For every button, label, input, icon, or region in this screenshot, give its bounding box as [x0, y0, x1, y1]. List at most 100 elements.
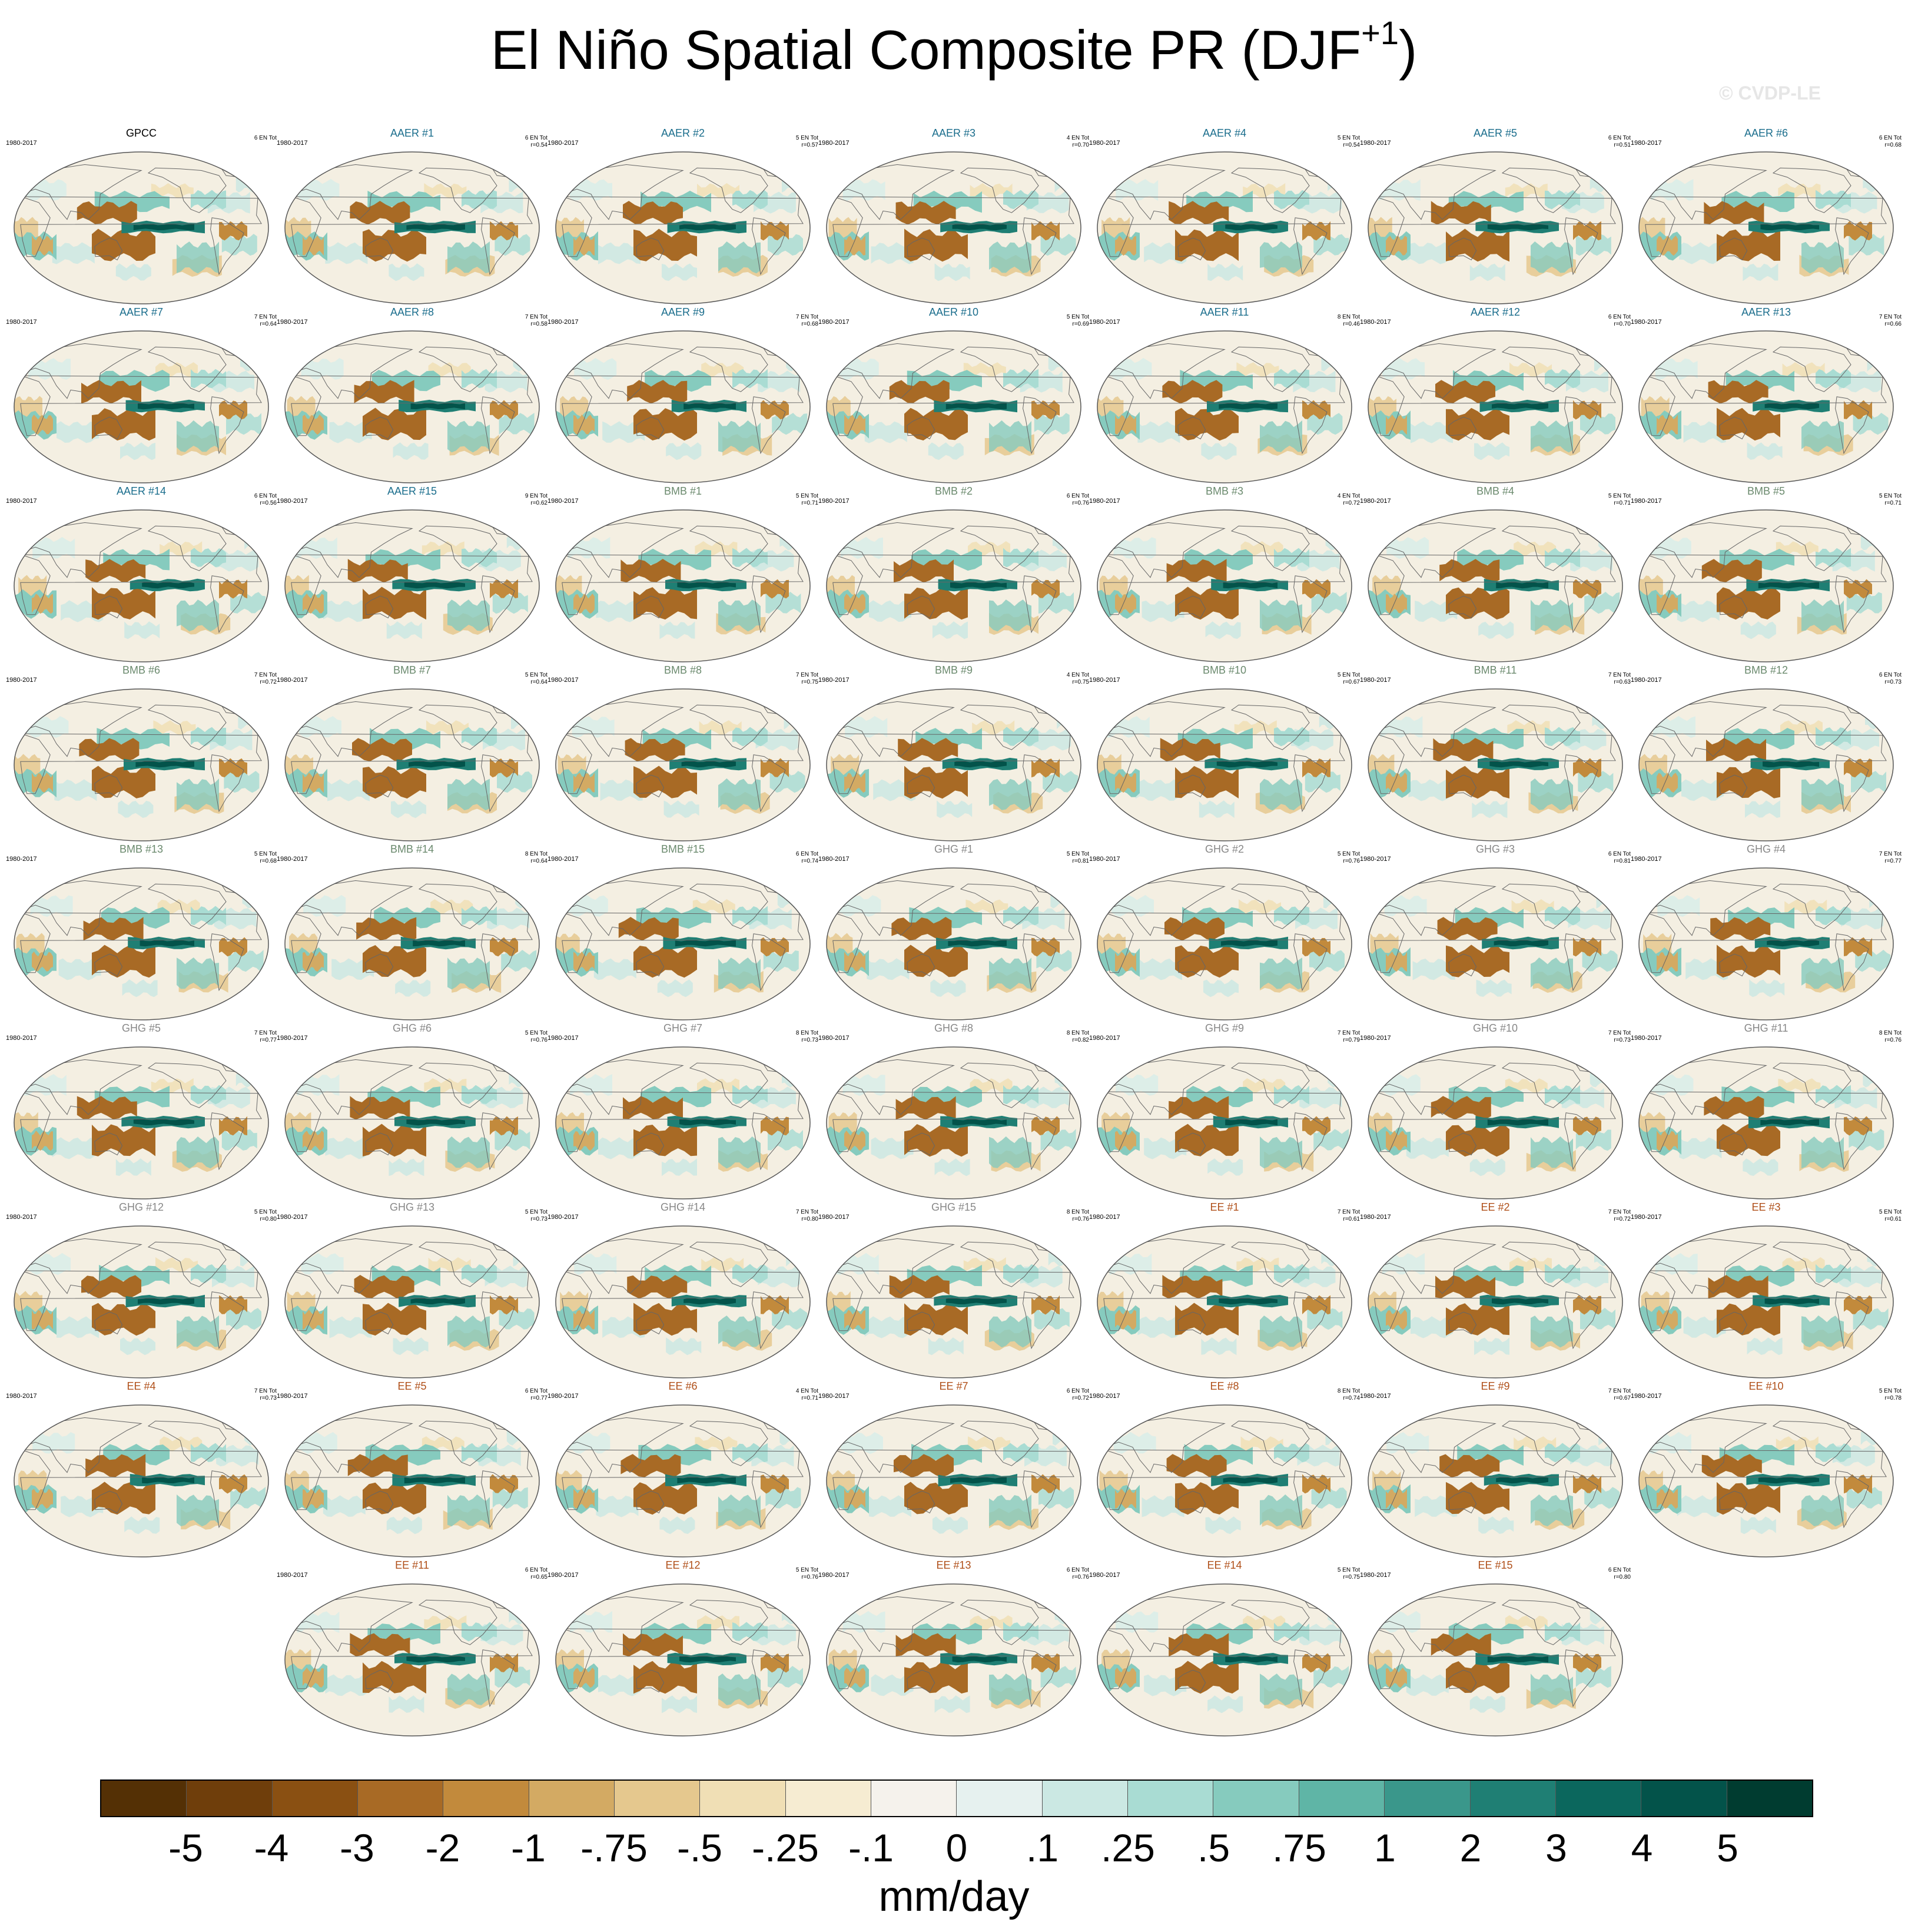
map-panel: BMB #8 1980-2017 7 EN Tot r=0.75	[547, 664, 818, 844]
panel-period: 1980-2017	[6, 856, 37, 863]
panel-title: EE #11	[395, 1559, 429, 1571]
colorbar-segment	[101, 1781, 187, 1816]
map-panel: AAER #5 1980-2017 6 EN Tot r=0.51	[1360, 127, 1631, 307]
panel-correlation: r=0.68	[1884, 142, 1902, 148]
panel-title: GHG #12	[118, 1201, 164, 1213]
panel-correlation: r=0.75	[801, 679, 818, 685]
precip-anomaly-map	[1097, 1225, 1352, 1378]
panel-event-count: 8 EN Tot	[1337, 1388, 1360, 1394]
panel-event-count: 4 EN Tot	[795, 1388, 818, 1394]
panel-event-count: 7 EN Tot	[795, 1209, 818, 1215]
panel-event-count: 6 EN Tot	[795, 851, 818, 857]
panel-event-count: 5 EN Tot	[254, 851, 277, 857]
panel-correlation: r=0.79	[1343, 1037, 1360, 1043]
panel-title: BMB #11	[1474, 664, 1517, 676]
panel-correlation: r=0.78	[1884, 1395, 1902, 1401]
panel-period: 1980-2017	[818, 856, 850, 863]
precip-anomaly-map	[14, 509, 269, 662]
panel-title: GHG #6	[392, 1022, 432, 1034]
panel-correlation: r=0.73	[530, 1216, 547, 1222]
panel-title: EE #4	[127, 1380, 156, 1392]
panel-event-count: 4 EN Tot	[1066, 672, 1089, 678]
map-panel: BMB #4 1980-2017 5 EN Tot r=0.71	[1360, 485, 1631, 665]
map-panel: GHG #14 1980-2017 7 EN Tot r=0.80	[547, 1201, 818, 1381]
title-close: )	[1398, 19, 1418, 81]
colorbar-tick-label: 1	[1374, 1826, 1396, 1870]
panel-title: AAER #12	[1470, 306, 1521, 318]
panel-correlation: r=0.81	[1072, 858, 1089, 864]
panel-grid: GPCC 1980-2017 6 EN Tot AAER #1 1980-2017 6 E…	[6, 127, 1902, 1739]
map-panel: EE #8 1980-2017 8 EN Tot r=0.74	[1089, 1380, 1360, 1560]
panel-period: 1980-2017	[1360, 140, 1391, 147]
panel-period: 1980-2017	[818, 140, 850, 147]
panel-correlation: r=0.82	[1072, 1037, 1089, 1043]
colorbar-tick-label: -.5	[676, 1826, 723, 1870]
panel-event-count: 7 EN Tot	[1608, 672, 1631, 678]
precip-anomaly-map	[284, 1225, 540, 1378]
panel-title: BMB #12	[1744, 664, 1788, 676]
panel-event-count: 5 EN Tot	[795, 1567, 818, 1573]
panel-correlation: r=0.73	[1884, 679, 1902, 685]
panel-title: EE #10	[1748, 1380, 1784, 1392]
map-panel: EE #13 1980-2017 6 EN Tot r=0.76	[818, 1559, 1089, 1739]
precip-anomaly-map	[1638, 867, 1894, 1020]
panel-title: GHG #1	[934, 843, 974, 855]
map-panel: GHG #1 1980-2017 5 EN Tot r=0.81	[818, 843, 1089, 1023]
panel-event-count: 7 EN Tot	[254, 314, 277, 320]
precip-anomaly-map	[555, 1404, 811, 1557]
panel-event-count: 6 EN Tot	[1066, 1388, 1089, 1394]
colorbar-tick-label: -.75	[580, 1826, 648, 1870]
map-panel: BMB #12 1980-2017 6 EN Tot r=0.73	[1631, 664, 1902, 844]
panel-event-count: 6 EN Tot	[254, 493, 277, 499]
panel-period: 1980-2017	[547, 856, 579, 863]
map-panel: GHG #13 1980-2017 5 EN Tot r=0.73	[277, 1201, 547, 1381]
map-panel: BMB #9 1980-2017 4 EN Tot r=0.75	[818, 664, 1089, 844]
panel-correlation: r=0.51	[1614, 142, 1631, 148]
precip-anomaly-map	[1638, 509, 1894, 662]
panel-title: BMB #9	[934, 664, 973, 676]
panel-event-count: 5 EN Tot	[525, 1030, 547, 1036]
panel-period: 1980-2017	[1360, 1214, 1391, 1221]
panel-title: GHG #14	[660, 1201, 706, 1213]
panel-correlation: r=0.65	[530, 1574, 547, 1580]
precip-anomaly-map	[555, 509, 811, 662]
panel-correlation: r=0.71	[1614, 500, 1631, 506]
panel-event-count: 7 EN Tot	[1608, 1209, 1631, 1215]
precip-anomaly-map	[1097, 330, 1352, 483]
panel-event-count: 8 EN Tot	[525, 851, 547, 857]
panel-period: 1980-2017	[277, 140, 308, 147]
colorbar-tick-label: -1	[511, 1826, 546, 1870]
colorbar-segment	[443, 1781, 529, 1816]
panel-event-count: 7 EN Tot	[1608, 1030, 1631, 1036]
panel-correlation: r=0.77	[530, 1395, 547, 1401]
precip-anomaly-map	[1368, 688, 1623, 841]
title-superscript: +1	[1361, 14, 1399, 51]
panel-title: EE #9	[1481, 1380, 1510, 1392]
panel-period: 1980-2017	[547, 1214, 579, 1221]
colorbar-segment	[1641, 1781, 1727, 1816]
panel-correlation: r=0.64	[530, 679, 547, 685]
panel-correlation: r=0.76	[530, 1037, 547, 1043]
precip-anomaly-map	[1097, 1404, 1352, 1557]
map-panel: EE #7 1980-2017 6 EN Tot r=0.72	[818, 1380, 1089, 1560]
panel-period: 1980-2017	[1631, 1035, 1662, 1042]
colorbar-segment	[1299, 1781, 1385, 1816]
precip-anomaly-map	[14, 1046, 269, 1199]
map-panel: AAER #11 1980-2017 8 EN Tot r=0.46	[1089, 306, 1360, 486]
panel-event-count: 6 EN Tot	[1608, 135, 1631, 141]
panel-title: GHG #8	[934, 1022, 974, 1034]
map-panel: EE #1 1980-2017 7 EN Tot r=0.61	[1089, 1201, 1360, 1381]
colorbar-tick-label: 0	[945, 1826, 968, 1870]
panel-event-count: 8 EN Tot	[1066, 1030, 1089, 1036]
panel-period: 1980-2017	[1631, 1214, 1662, 1221]
panel-event-count: 6 EN Tot	[525, 135, 547, 141]
map-panel: EE #11 1980-2017 6 EN Tot r=0.65	[277, 1559, 547, 1739]
panel-period: 1980-2017	[1360, 1393, 1391, 1400]
colorbar-segment	[871, 1781, 957, 1816]
panel-event-count: 7 EN Tot	[1879, 851, 1902, 857]
colorbar-segment	[1727, 1781, 1812, 1816]
panel-period: 1980-2017	[1631, 498, 1662, 505]
panel-period: 1980-2017	[547, 1035, 579, 1042]
precip-anomaly-map	[14, 1225, 269, 1378]
panel-event-count: 7 EN Tot	[254, 1388, 277, 1394]
